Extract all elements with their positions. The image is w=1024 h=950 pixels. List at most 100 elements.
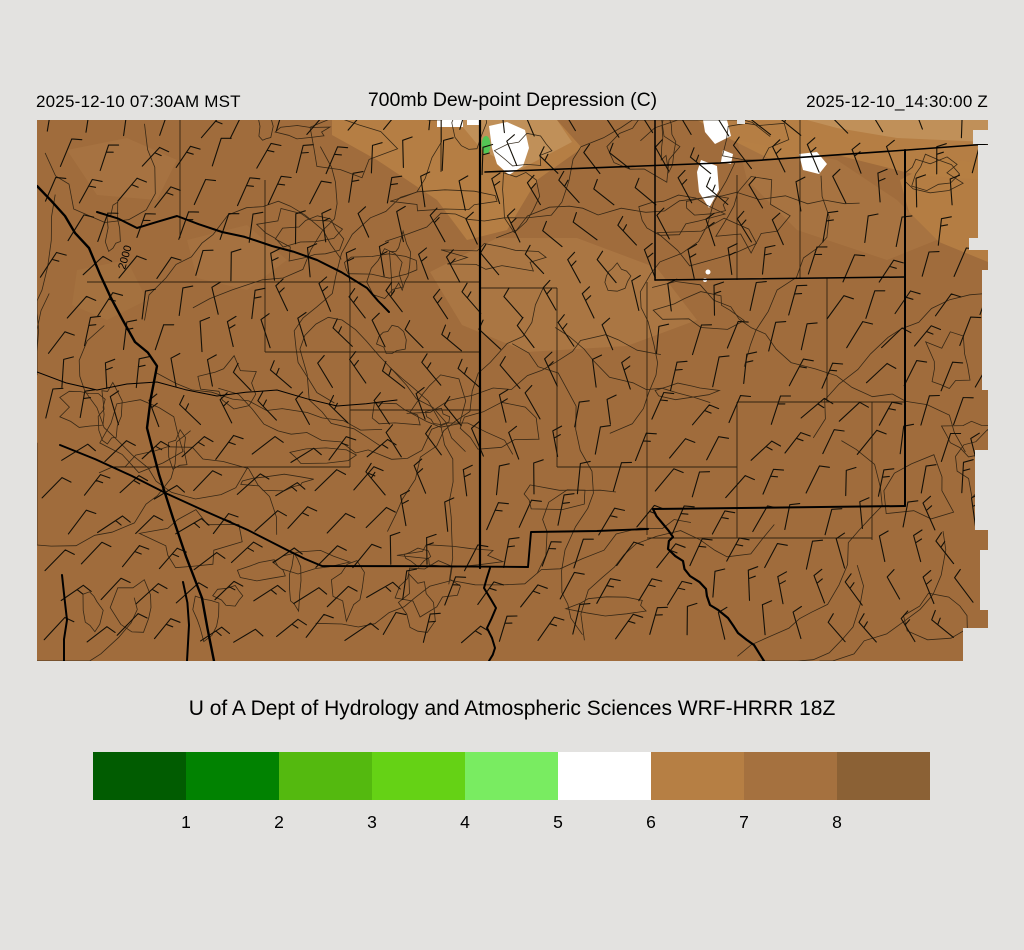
contour-line [168,428,188,470]
contour-line [387,287,544,532]
contour-line [654,382,721,401]
valid-time-utc: 2025-12-10_14:30:00 Z [806,92,988,111]
domain-edge-notch [737,120,745,124]
contour-line [394,560,461,618]
domain-edge-notches [737,120,988,661]
colorbar-tick-label: 1 [181,812,191,832]
contour-line [722,122,790,161]
contour-line [197,354,257,410]
colorbar-segment [93,752,186,800]
contour-line [527,528,649,568]
contour-line [737,440,883,657]
caption: U of A Dept of Hydrology and Atmospheric… [188,697,836,720]
contour-line [192,595,220,643]
white-patch [489,122,529,175]
contour-line [258,120,274,141]
contour-line [656,217,758,267]
colorbar-segment [279,752,372,800]
contour-line [502,171,541,234]
forecast-map: 2000 [37,120,988,661]
colorbar-tick-label: 2 [274,812,284,832]
contour-line [37,194,56,376]
contour-line [274,215,345,262]
contour-line [580,524,775,641]
colorbar-tick-label: 5 [553,812,563,832]
colorbar-tick-label: 8 [832,812,842,832]
contour-line [98,446,278,535]
contour-line [309,120,399,179]
contour-line [37,371,398,407]
contour-line [640,120,771,142]
colorbar-tick-label: 7 [739,812,749,832]
contour-line [104,201,121,253]
forecast-map-canvas: 2000 [37,120,988,661]
contour-line [685,195,730,216]
contour-line [99,399,184,474]
contour-line [483,567,497,661]
contour-line [192,146,338,309]
wind-barbs-layer [39,120,988,644]
contour-line [144,200,342,321]
colorbar-segment [744,752,837,800]
terrain-patch [187,225,287,290]
contour-line [289,447,358,464]
contour-line [406,334,661,414]
contour-line [638,194,727,236]
contour-line [78,325,249,500]
colorbar [93,752,930,800]
contour-line [715,176,791,254]
contour-line [344,253,418,279]
contour-line [911,153,961,192]
contour-line [496,191,860,239]
plot-title: 700mb Dew-point Depression (C) [367,89,658,111]
contour-line [182,581,190,661]
contour-line [274,125,332,140]
contour-line [390,189,498,212]
contour-line [388,229,412,296]
contour-line [757,564,864,661]
contour-line [376,324,407,355]
colorbar-tick-label: 4 [460,812,470,832]
contour-line [403,547,432,568]
contour-line [389,367,454,585]
contour-line [652,505,906,510]
contour-line [459,401,540,450]
contour-line [606,120,681,183]
colorbar-segment [372,752,465,800]
colorbar-segment [465,752,558,800]
contour-line [293,120,443,404]
contour-line [39,120,988,644]
contour-line [371,402,421,426]
colorbar-tick-label: 3 [367,812,377,832]
contour-line [82,591,104,633]
contour-line [96,211,390,313]
colorbar-segment [651,752,744,800]
domain-edge-notch [982,270,988,390]
contour-line [397,572,436,633]
contour-line [440,243,547,272]
contour-line [493,132,553,167]
white-patch [467,120,481,125]
valid-time-local: 2025-12-10 07:30AM MST [36,92,241,111]
domain-edge-notch [963,628,988,661]
contour-line [109,579,152,633]
contour-line [384,120,704,242]
contour-line [484,143,988,173]
tan-patch-right [900,158,988,262]
contour-line [819,531,947,661]
contour-line [651,507,766,661]
contour-line [812,292,988,439]
contour-line [660,120,677,174]
green-patch [481,136,491,154]
contour-line [288,551,302,613]
colorbar-ticks: 1 2 3 4 5 6 7 8 [93,812,930,836]
contour-line [37,430,191,547]
contour-line [536,489,616,574]
contour-line [652,291,745,330]
contour-line [955,428,988,499]
contour-line [366,248,404,299]
contour-line [37,184,216,661]
domain-edge-notch [978,145,988,240]
domain-edge-notch [975,450,988,530]
